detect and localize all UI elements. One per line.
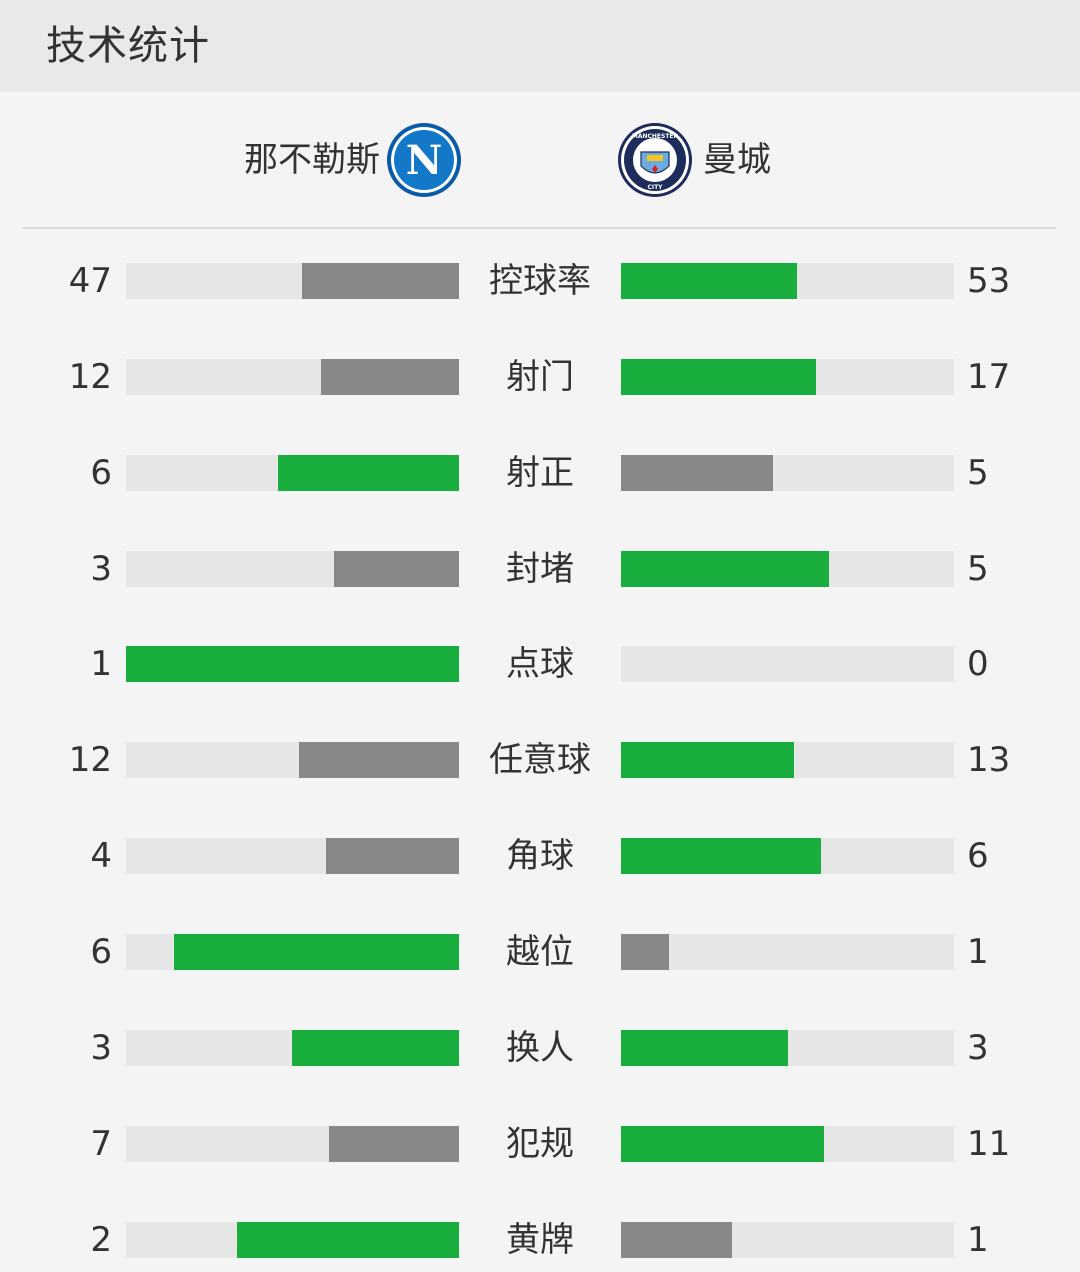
away-stat-value: 1 bbox=[967, 1220, 989, 1260]
away-stat-value: 11 bbox=[967, 1124, 1011, 1164]
away-stat-bar bbox=[621, 1030, 788, 1066]
divider bbox=[22, 227, 1056, 229]
svg-text:CITY: CITY bbox=[647, 184, 663, 191]
away-team-name[interactable]: 曼城 bbox=[703, 140, 771, 180]
away-stat-value: 1 bbox=[967, 932, 989, 972]
stat-label: 封堵 bbox=[506, 549, 574, 589]
home-stat-track bbox=[126, 742, 459, 778]
section-header: 技术统计 bbox=[0, 0, 1080, 92]
home-stat-value: 12 bbox=[68, 357, 112, 397]
away-stat-bar bbox=[621, 934, 669, 970]
home-stat-track bbox=[126, 359, 459, 395]
away-stat-track bbox=[621, 1030, 954, 1066]
away-stat-bar bbox=[621, 1222, 732, 1258]
stat-row: 47 控球率 53 bbox=[0, 263, 1080, 299]
away-stat-bar bbox=[621, 263, 797, 299]
stat-label: 角球 bbox=[506, 836, 574, 876]
stat-row: 7 犯规 11 bbox=[0, 1126, 1080, 1162]
home-team-name[interactable]: 那不勒斯 bbox=[244, 140, 380, 180]
away-stat-bar bbox=[621, 1126, 824, 1162]
stat-row: 4 角球 6 bbox=[0, 838, 1080, 874]
stat-label: 射门 bbox=[506, 357, 574, 397]
stat-row: 6 射正 5 bbox=[0, 455, 1080, 491]
napoli-logo-icon[interactable]: N bbox=[386, 122, 462, 198]
svg-text:N: N bbox=[406, 137, 443, 184]
home-stat-track bbox=[126, 263, 459, 299]
away-stat-value: 13 bbox=[967, 740, 1011, 780]
away-stat-bar bbox=[621, 551, 829, 587]
home-stat-track bbox=[126, 1030, 459, 1066]
away-stat-track bbox=[621, 1126, 954, 1162]
man-city-logo-icon[interactable]: MANCHESTER CITY bbox=[617, 122, 693, 198]
home-stat-value: 47 bbox=[68, 261, 112, 301]
home-stat-value: 4 bbox=[90, 836, 112, 876]
stat-label: 点球 bbox=[506, 644, 574, 684]
stat-label: 射正 bbox=[506, 453, 574, 493]
home-stat-bar bbox=[302, 263, 459, 299]
away-stat-value: 0 bbox=[967, 644, 989, 684]
away-stat-value: 3 bbox=[967, 1028, 989, 1068]
stat-label: 黄牌 bbox=[506, 1220, 574, 1260]
home-stat-bar bbox=[299, 742, 459, 778]
stat-label: 换人 bbox=[506, 1028, 574, 1068]
home-stat-track bbox=[126, 1222, 459, 1258]
home-stat-bar bbox=[326, 838, 459, 874]
home-stat-track bbox=[126, 1126, 459, 1162]
home-stat-bar bbox=[174, 934, 459, 970]
home-stat-value: 7 bbox=[90, 1124, 112, 1164]
home-stat-bar bbox=[292, 1030, 459, 1066]
home-stat-bar bbox=[237, 1222, 459, 1258]
away-stat-value: 6 bbox=[967, 836, 989, 876]
home-stat-track bbox=[126, 551, 459, 587]
away-stat-value: 5 bbox=[967, 549, 989, 589]
teams-header: 那不勒斯 N MANCHESTER CITY 曼城 bbox=[0, 92, 1080, 228]
home-stat-track bbox=[126, 455, 459, 491]
stat-label: 犯规 bbox=[506, 1124, 574, 1164]
away-stat-track bbox=[621, 742, 954, 778]
home-stat-bar bbox=[321, 359, 459, 395]
stat-row: 6 越位 1 bbox=[0, 934, 1080, 970]
stat-label: 越位 bbox=[506, 932, 574, 972]
home-stat-bar bbox=[334, 551, 459, 587]
home-stat-value: 2 bbox=[90, 1220, 112, 1260]
home-stat-value: 6 bbox=[90, 453, 112, 493]
section-title: 技术统计 bbox=[46, 23, 210, 69]
away-stat-bar bbox=[621, 455, 773, 491]
stat-row: 12 任意球 13 bbox=[0, 742, 1080, 778]
stat-row: 2 黄牌 1 bbox=[0, 1222, 1080, 1258]
stat-row: 12 射门 17 bbox=[0, 359, 1080, 395]
away-stat-track bbox=[621, 359, 954, 395]
home-stat-value: 3 bbox=[90, 1028, 112, 1068]
stat-label: 任意球 bbox=[489, 740, 591, 780]
stat-label: 控球率 bbox=[489, 261, 591, 301]
away-stat-track bbox=[621, 838, 954, 874]
away-stat-track bbox=[621, 455, 954, 491]
away-stat-bar bbox=[621, 742, 794, 778]
home-stat-value: 6 bbox=[90, 932, 112, 972]
home-stat-bar bbox=[126, 646, 459, 682]
away-stat-track bbox=[621, 1222, 954, 1258]
home-stat-track bbox=[126, 838, 459, 874]
home-stat-track bbox=[126, 934, 459, 970]
away-stat-track bbox=[621, 934, 954, 970]
away-stat-bar bbox=[621, 838, 821, 874]
away-stat-track bbox=[621, 263, 954, 299]
home-stat-value: 1 bbox=[90, 644, 112, 684]
stat-row: 3 换人 3 bbox=[0, 1030, 1080, 1066]
stat-row: 1 点球 0 bbox=[0, 646, 1080, 682]
away-stat-value: 53 bbox=[967, 261, 1011, 301]
away-stat-value: 5 bbox=[967, 453, 989, 493]
svg-text:MANCHESTER: MANCHESTER bbox=[632, 133, 679, 140]
away-stat-track bbox=[621, 551, 954, 587]
away-stat-value: 17 bbox=[967, 357, 1011, 397]
home-stat-bar bbox=[278, 455, 459, 491]
home-stat-value: 3 bbox=[90, 549, 112, 589]
stat-row: 3 封堵 5 bbox=[0, 551, 1080, 587]
home-stat-bar bbox=[329, 1126, 459, 1162]
away-stat-track bbox=[621, 646, 954, 682]
home-stat-track bbox=[126, 646, 459, 682]
away-stat-bar bbox=[621, 359, 816, 395]
home-stat-value: 12 bbox=[68, 740, 112, 780]
